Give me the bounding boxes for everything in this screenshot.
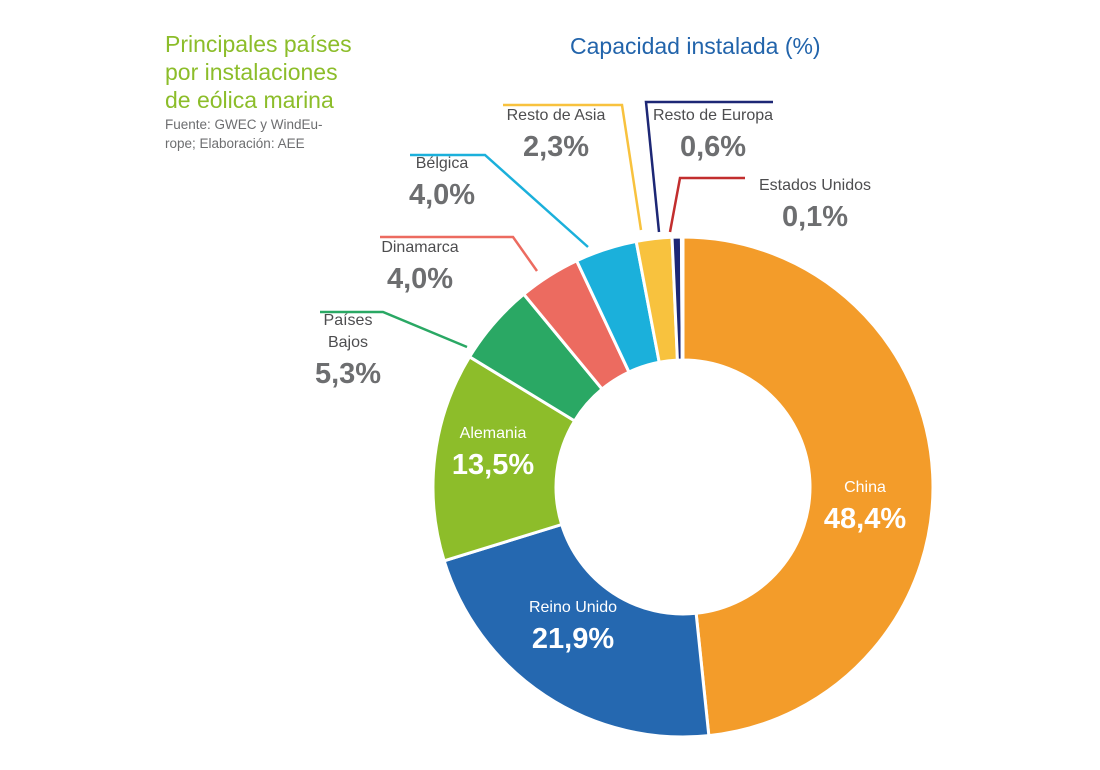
label-value-estados-unidos: 0,1% (782, 201, 848, 233)
chart-subtitle: Capacidad instalada (%) (570, 33, 821, 59)
label-name-paises-bajos: Bajos (328, 334, 368, 351)
heading-line-2: por instalaciones (165, 59, 338, 85)
leader-line-paises-bajos (320, 310, 468, 349)
label-name-dinamarca: Dinamarca (381, 239, 458, 256)
label-value-paises-bajos: 5,3% (315, 358, 381, 390)
leader-line-dinamarca (380, 235, 539, 272)
heading-line-3: de eólica marina (165, 87, 334, 113)
source-line-2: rope; Elaboración: AEE (165, 136, 305, 151)
leader-line-resto-de-asia (503, 103, 643, 231)
label-value-alemania: 13,5% (452, 449, 534, 481)
leader-line-belgica (410, 153, 589, 248)
slice-alemania (431, 354, 577, 563)
slice-reino-unido (442, 522, 711, 739)
heading-line-1: Principales países (165, 31, 352, 57)
label-name-reino-unido: Reino Unido (529, 599, 617, 616)
label-value-belgica: 4,0% (409, 179, 475, 211)
chart-heading: Principales países por instalaciones de … (165, 30, 395, 114)
label-name-resto-de-europa: Resto de Europa (653, 107, 773, 124)
label-value-resto-de-asia: 2,3% (523, 131, 589, 163)
label-name-resto-de-asia: Resto de Asia (507, 107, 606, 124)
label-value-china: 48,4% (824, 503, 906, 535)
label-name-alemania: Alemania (460, 425, 527, 442)
slice-china (681, 235, 935, 738)
label-value-reino-unido: 21,9% (532, 623, 614, 655)
label-value-dinamarca: 4,0% (387, 263, 453, 295)
label-value-resto-de-europa: 0,6% (680, 131, 746, 163)
slice-estados-unidos (679, 235, 685, 362)
label-name-belgica: Bélgica (416, 155, 469, 172)
leader-line-estados-unidos (668, 176, 745, 233)
source-note: Fuente: GWEC y WindEu- rope; Elaboración… (165, 115, 365, 153)
label-name-estados-unidos: Estados Unidos (759, 177, 871, 194)
label-name-paises-bajos: Países (324, 312, 373, 329)
source-line-1: Fuente: GWEC y WindEu- (165, 117, 323, 132)
label-name-china: China (844, 479, 886, 496)
leader-line-resto-de-europa (644, 100, 773, 233)
